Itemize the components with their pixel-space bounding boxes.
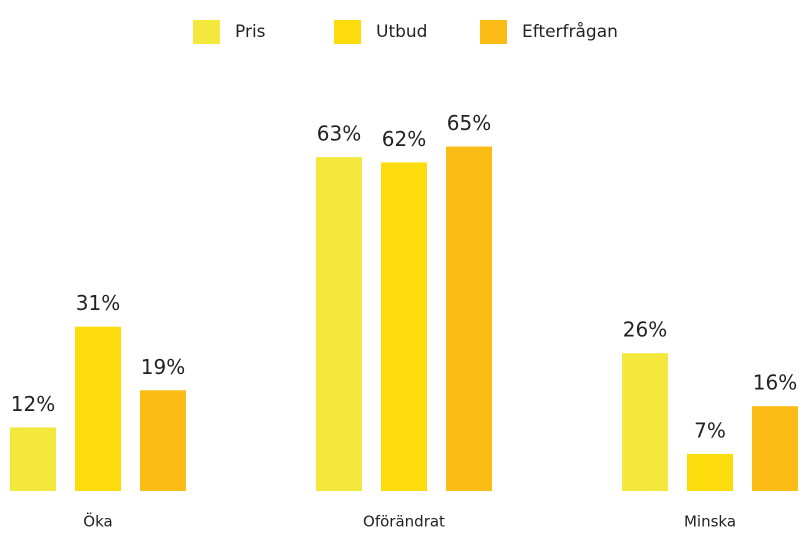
bar [446, 146, 492, 491]
value-label: 16% [753, 371, 797, 395]
value-label: 26% [623, 318, 667, 342]
legend-swatch [480, 20, 507, 44]
value-label: 62% [382, 127, 426, 151]
value-label: 12% [11, 392, 55, 416]
bar [316, 157, 362, 491]
legend-label: Pris [235, 22, 266, 42]
x-tick-label: Öka [83, 512, 112, 531]
bar [381, 162, 427, 491]
value-label: 19% [141, 355, 185, 379]
bar [622, 353, 668, 491]
bar [752, 406, 798, 491]
bar [140, 390, 186, 491]
value-label: 65% [447, 111, 491, 135]
legend-swatch [334, 20, 361, 44]
x-tick-label: Minska [684, 513, 736, 531]
value-label: 63% [317, 122, 361, 146]
value-label: 31% [76, 291, 120, 315]
x-tick-label: Oförändrat [363, 513, 445, 531]
bar [75, 326, 121, 491]
legend-swatch [193, 20, 220, 44]
legend-label: Efterfrågan [522, 21, 618, 42]
legend-label: Utbud [376, 22, 427, 42]
value-label: 7% [694, 418, 726, 442]
bar [687, 453, 733, 491]
bar [10, 427, 56, 491]
